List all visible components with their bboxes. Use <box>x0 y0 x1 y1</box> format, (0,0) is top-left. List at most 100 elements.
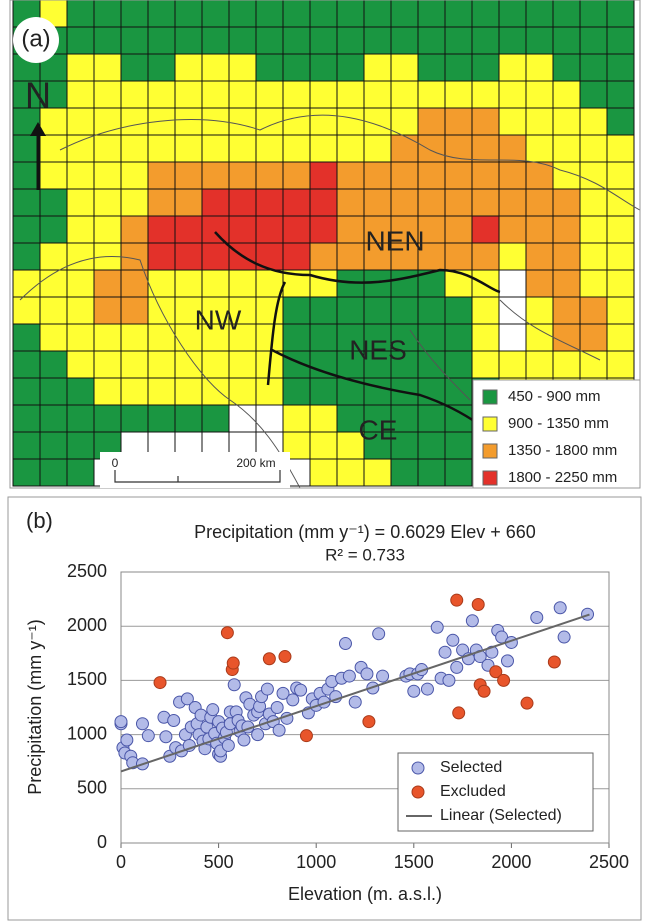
map-cell <box>174 215 203 244</box>
map-cell <box>93 404 122 433</box>
map-cell <box>552 296 581 325</box>
map-cell <box>498 242 527 271</box>
map-cell <box>390 107 419 136</box>
legend-swatch <box>482 443 498 459</box>
map-cell <box>39 350 68 379</box>
map-cell <box>120 53 149 82</box>
map-cell <box>39 296 68 325</box>
map-cell <box>525 80 554 109</box>
map-cell <box>552 269 581 298</box>
map-cell <box>471 0 500 28</box>
map-cell <box>390 431 419 460</box>
map-cell <box>525 53 554 82</box>
map-cell <box>228 107 257 136</box>
map-cell <box>525 323 554 352</box>
map-cell <box>390 80 419 109</box>
map-cell <box>336 53 365 82</box>
point <box>420 682 434 696</box>
x-tick-label: 2500 <box>589 852 629 872</box>
map-cell <box>363 53 392 82</box>
map-cell <box>147 53 176 82</box>
map-cell <box>417 188 446 217</box>
map-cell <box>174 377 203 406</box>
map-cell <box>309 458 338 487</box>
legend-label: Selected <box>440 759 502 776</box>
point <box>547 655 561 669</box>
map-cell <box>498 350 527 379</box>
x-axis-label: Elevation (m. a.s.l.) <box>288 884 442 904</box>
map-cell <box>120 0 149 28</box>
map-cell <box>444 431 473 460</box>
map-cell <box>93 161 122 190</box>
region-line <box>214 231 501 294</box>
map-cell <box>525 0 554 28</box>
map-cell <box>552 242 581 271</box>
map-cell <box>12 404 41 433</box>
map-cell <box>417 26 446 55</box>
map-cell <box>201 107 230 136</box>
map-cell <box>147 161 176 190</box>
legend <box>397 752 594 832</box>
map-cell <box>579 80 608 109</box>
x-tick-label: 500 <box>204 852 234 872</box>
map-cell <box>147 26 176 55</box>
region-line <box>266 281 481 427</box>
map-cell <box>336 0 365 28</box>
point <box>338 637 352 651</box>
map-cell <box>471 107 500 136</box>
map-cell <box>444 107 473 136</box>
legend-label: Linear (Selected) <box>440 807 562 824</box>
point <box>450 660 464 674</box>
map-cell <box>66 0 95 28</box>
x-tick-label: 1000 <box>296 852 336 872</box>
map-cell <box>309 323 338 352</box>
scale-label: 200 km <box>236 456 275 470</box>
map-cell <box>120 188 149 217</box>
y-tick-label: 0 <box>97 832 107 852</box>
map-cell <box>498 26 527 55</box>
map-cell <box>255 161 284 190</box>
map-cell <box>66 377 95 406</box>
map-cell <box>390 26 419 55</box>
map-cell <box>255 134 284 163</box>
map-cell <box>552 0 581 28</box>
point <box>135 717 149 731</box>
map-cell <box>417 350 446 379</box>
point <box>167 714 181 728</box>
point <box>452 706 466 720</box>
map-cell <box>606 0 635 28</box>
map-cell <box>12 215 41 244</box>
y-tick-label: 1500 <box>67 669 107 689</box>
map-cell <box>255 0 284 28</box>
point <box>251 728 265 742</box>
map-cell <box>39 458 68 487</box>
point <box>530 611 544 625</box>
map-cell <box>93 0 122 28</box>
x-tick-label: 1500 <box>394 852 434 872</box>
map-cell <box>363 188 392 217</box>
map-cell <box>120 215 149 244</box>
border-line <box>19 255 301 488</box>
map-cell <box>525 296 554 325</box>
map-cell <box>66 323 95 352</box>
point <box>206 703 220 717</box>
map-cell <box>201 404 230 433</box>
map-cell <box>228 134 257 163</box>
map-cell <box>390 269 419 298</box>
map-cell <box>525 215 554 244</box>
point <box>270 701 284 714</box>
map-cell <box>471 161 500 190</box>
map-cell <box>66 215 95 244</box>
map-cell <box>282 404 311 433</box>
map-cell <box>471 296 500 325</box>
map-cell <box>390 134 419 163</box>
map-cell <box>12 323 41 352</box>
map-cell <box>174 134 203 163</box>
map-cell <box>120 107 149 136</box>
map-cell <box>363 107 392 136</box>
map-cell <box>444 458 473 487</box>
point <box>120 733 134 747</box>
map-cell <box>552 350 581 379</box>
map-cell <box>255 53 284 82</box>
point <box>262 652 276 666</box>
